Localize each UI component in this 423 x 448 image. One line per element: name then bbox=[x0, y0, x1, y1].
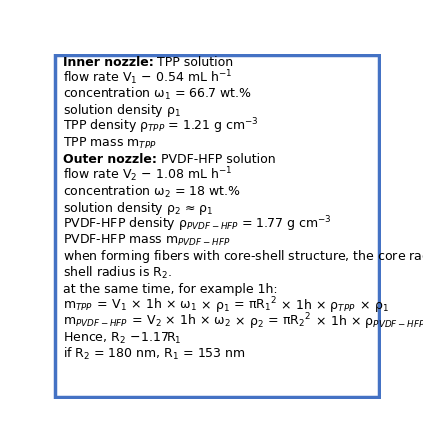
Text: concentration ω$_{1}$ = 66.7 wt.%: concentration ω$_{1}$ = 66.7 wt.% bbox=[63, 86, 251, 102]
Text: if R$_{2}$ = 180 nm, R$_{1}$ = 153 nm: if R$_{2}$ = 180 nm, R$_{1}$ = 153 nm bbox=[63, 346, 245, 362]
Text: − 1.08 mL h$^{-1}$: − 1.08 mL h$^{-1}$ bbox=[137, 166, 233, 182]
Text: flow rate V$_{1}$: flow rate V$_{1}$ bbox=[63, 70, 137, 86]
Text: Hence, R$_{2}$: Hence, R$_{2}$ bbox=[63, 331, 126, 345]
Text: × ρ$_{1}$: × ρ$_{1}$ bbox=[356, 299, 389, 314]
Text: when forming fibers with core-shell structure, the core radius is R$_{1}$ and th: when forming fibers with core-shell stru… bbox=[63, 248, 423, 265]
Text: − 0.54 mL h$^{-1}$: − 0.54 mL h$^{-1}$ bbox=[137, 69, 233, 85]
Text: TPP density ρ$_{TPP}$ = 1.21 g cm$^{-3}$: TPP density ρ$_{TPP}$ = 1.21 g cm$^{-3}$ bbox=[63, 117, 258, 136]
Text: shell radius is R$_{2}$.: shell radius is R$_{2}$. bbox=[63, 265, 172, 281]
Text: flow rate V$_{2}$: flow rate V$_{2}$ bbox=[63, 167, 137, 183]
Text: × 1h × ω$_{2}$: × 1h × ω$_{2}$ bbox=[161, 313, 231, 329]
Text: = πR$_{2}$$^{2}$: = πR$_{2}$$^{2}$ bbox=[264, 311, 312, 330]
Text: solution density ρ$_{2}$ ≈ ρ$_{1}$: solution density ρ$_{2}$ ≈ ρ$_{1}$ bbox=[63, 200, 213, 217]
Text: PVDF-HFP density ρ$_{PVDF-HFP}$ = 1.77 g cm$^{-3}$: PVDF-HFP density ρ$_{PVDF-HFP}$ = 1.77 g… bbox=[63, 214, 331, 234]
Text: PVDF-HFP solution: PVDF-HFP solution bbox=[157, 153, 275, 166]
Text: = V$_{2}$: = V$_{2}$ bbox=[128, 314, 161, 329]
Text: = V$_{1}$: = V$_{1}$ bbox=[93, 298, 127, 313]
Text: TPP solution: TPP solution bbox=[154, 56, 233, 69]
Text: × 1h × ω$_{1}$: × 1h × ω$_{1}$ bbox=[127, 297, 197, 313]
Text: TPP mass m$_{TPP}$: TPP mass m$_{TPP}$ bbox=[63, 136, 157, 151]
Text: × ρ$_{2}$: × ρ$_{2}$ bbox=[231, 315, 264, 330]
Text: Inner nozzle:: Inner nozzle: bbox=[63, 56, 154, 69]
Text: × 1h × ρ$_{PVDF-HFP}$: × 1h × ρ$_{PVDF-HFP}$ bbox=[312, 313, 423, 330]
Text: m$_{TPP}$: m$_{TPP}$ bbox=[63, 300, 93, 313]
Text: Outer nozzle:: Outer nozzle: bbox=[63, 153, 157, 166]
Text: PVDF-HFP mass m$_{PVDF-HFP}$: PVDF-HFP mass m$_{PVDF-HFP}$ bbox=[63, 233, 230, 248]
Text: = πR$_{1}$$^{2}$: = πR$_{1}$$^{2}$ bbox=[230, 295, 277, 314]
Text: concentration ω$_{2}$ = 18 wt.%: concentration ω$_{2}$ = 18 wt.% bbox=[63, 184, 240, 200]
Text: × ρ$_{1}$: × ρ$_{1}$ bbox=[197, 299, 230, 314]
Text: solution density ρ$_{1}$: solution density ρ$_{1}$ bbox=[63, 103, 181, 120]
Text: m$_{PVDF-HFP}$: m$_{PVDF-HFP}$ bbox=[63, 316, 128, 329]
Text: −1.17R$_{1}$: −1.17R$_{1}$ bbox=[126, 331, 181, 345]
Text: × 1h × ρ$_{TPP}$: × 1h × ρ$_{TPP}$ bbox=[277, 297, 356, 314]
Text: at the same time, for example 1h:: at the same time, for example 1h: bbox=[63, 283, 277, 296]
